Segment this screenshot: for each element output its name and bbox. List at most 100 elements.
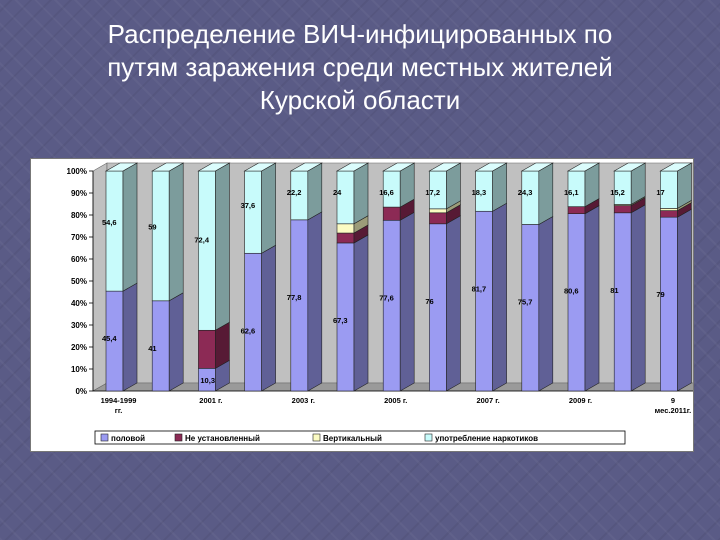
data-label: 37,6 (241, 201, 256, 210)
bar-segment-side (492, 162, 507, 212)
bar-segment-side (261, 244, 276, 392)
data-label: 81,7 (472, 284, 487, 293)
y-tick-label: 40% (71, 299, 87, 308)
legend-swatch (174, 433, 183, 442)
bar-segment (244, 170, 262, 254)
bar-segment-side (307, 211, 323, 392)
legend-label: половой (111, 434, 145, 443)
x-tick-label: 2007 г. (476, 396, 499, 405)
title-line-2: путям заражения среди местных жителей (107, 52, 613, 82)
legend-swatch (100, 433, 109, 442)
y-tick-label: 20% (71, 343, 87, 352)
bar-segment (429, 223, 447, 392)
bar-top (289, 162, 323, 172)
data-label: 80,6 (564, 287, 579, 296)
x-tick-label: 2005 г. (384, 396, 407, 405)
bar-segment (105, 170, 124, 292)
x-tick-label: мес.2011г. (655, 406, 692, 415)
bar-segment (382, 219, 401, 392)
data-label: 54,6 (102, 218, 117, 227)
bar-segment-side (399, 211, 415, 392)
data-label: 72,4 (194, 236, 209, 245)
legend-swatch (312, 433, 321, 442)
bar-top (382, 162, 416, 172)
bar-segment (244, 252, 262, 392)
bar-segment (613, 212, 632, 392)
bar-segment-side (122, 282, 138, 392)
data-label: 10,3 (200, 376, 215, 385)
data-label: 75,7 (518, 297, 533, 306)
bar-top (428, 162, 462, 172)
bar-segment-side (538, 215, 554, 392)
data-label: 18,3 (472, 188, 487, 197)
y-tick-label: 80% (71, 211, 87, 220)
data-label: 76 (425, 297, 433, 306)
bar-top (474, 162, 508, 172)
y-tick-label: 50% (71, 277, 87, 286)
data-label: 24,3 (518, 188, 533, 197)
y-tick-label: 10% (71, 365, 87, 374)
legend-box (94, 430, 626, 445)
bar-segment (429, 208, 447, 214)
data-label: 81 (610, 286, 618, 295)
x-tick-label: гг. (115, 406, 123, 415)
title-line-1: Распределение ВИЧ-инфицированных по (107, 19, 613, 49)
data-label: 17,2 (425, 188, 440, 197)
bar-segment-side (677, 208, 692, 392)
data-label: 45,4 (102, 334, 117, 343)
bar-top (197, 162, 231, 172)
data-label: 15,2 (610, 188, 625, 197)
x-tick-label: 1994-1999 (101, 396, 137, 405)
legend-label: употребление наркотиков (435, 434, 538, 443)
data-label: 62,6 (241, 326, 256, 335)
bar-segment (613, 205, 632, 214)
bar-segment-side (261, 162, 276, 254)
bar-segment (567, 213, 586, 392)
bar-segment (382, 206, 401, 221)
bar-top (335, 162, 370, 172)
y-tick-label: 70% (71, 233, 87, 242)
x-tick-label: 2003 г. (292, 396, 315, 405)
bar-segment-side (215, 162, 230, 331)
bar-segment (475, 210, 493, 392)
bar-segment (567, 206, 586, 214)
bar-segment-side (630, 204, 646, 392)
y-tick-label: 0% (75, 387, 87, 396)
bar-top (659, 162, 693, 172)
legend-label: Вертикальный (323, 434, 382, 443)
bar-segment (521, 224, 540, 392)
y-tick-label: 90% (71, 189, 87, 198)
bar-segment (336, 232, 355, 244)
bar-segment-side (492, 202, 507, 392)
x-tick-label: 9 (671, 396, 675, 405)
bar-segment (198, 170, 216, 331)
title-line-3: Курской области (259, 85, 461, 115)
data-label: 77,6 (379, 293, 394, 302)
bar-segment (660, 210, 678, 218)
data-label: 16,6 (379, 188, 394, 197)
bar-segment (336, 170, 355, 225)
bar-top (520, 162, 554, 172)
data-label: 22,2 (287, 188, 302, 197)
chart-title: Распределение ВИЧ-инфицированных по путя… (40, 18, 680, 117)
bar-top (151, 162, 185, 172)
bar-top (104, 162, 139, 172)
bar-segment-side (353, 162, 369, 225)
data-label: 41 (148, 344, 156, 353)
bar-segment-side (353, 234, 369, 392)
data-label: 67,3 (333, 316, 348, 325)
legend-swatch (424, 433, 433, 442)
bar-segment (151, 170, 170, 302)
bar-segment (198, 329, 216, 369)
chart-svg: 0% 10% 20% 30% 40% 50% 60% 70% 80% 90% 100% 45,4 41 1… (67, 162, 693, 445)
bar-segment (429, 212, 447, 225)
bar-top (613, 162, 647, 172)
bar-segment (660, 216, 678, 392)
bar-segment-side (584, 205, 600, 392)
bar-segment (660, 208, 678, 211)
side-wall (92, 162, 108, 392)
data-label: 24 (333, 188, 342, 197)
y-tick-label: 30% (71, 321, 87, 330)
bar-segment (521, 170, 540, 225)
bar-top (566, 162, 601, 172)
